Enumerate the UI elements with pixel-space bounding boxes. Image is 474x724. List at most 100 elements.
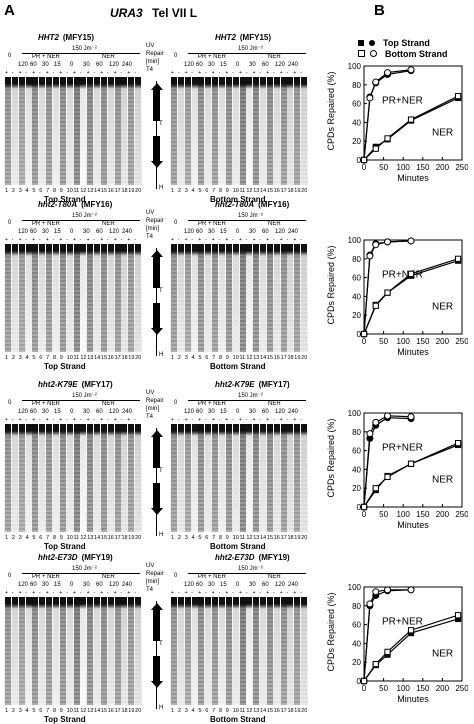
t4-sign: -	[134, 237, 136, 243]
gel-lane	[260, 597, 267, 705]
lane-number: 8	[218, 188, 222, 194]
gel-lane	[39, 244, 46, 352]
lane-number: 7	[46, 708, 50, 714]
t4-sign: -	[66, 417, 68, 423]
gene-map-line	[156, 81, 157, 189]
t4-sign: -	[300, 590, 302, 596]
dose-zero: 0	[174, 400, 178, 406]
t4-sign: -	[134, 590, 136, 596]
gel-lane	[266, 424, 273, 532]
gel-lane	[59, 424, 66, 532]
lane-number: 8	[52, 708, 56, 714]
t4-sign: -	[79, 237, 82, 243]
time-label: 120	[184, 229, 195, 235]
dose-zero: 0	[174, 573, 178, 579]
ner-label: NER	[102, 54, 115, 60]
gel-row: hht2-K79E (MFY17) hht2-K79E (MFY17) 0 150 Jm⁻…	[0, 380, 340, 551]
gel-lane	[287, 424, 294, 532]
gel-lane	[232, 244, 239, 352]
gel-lane	[191, 244, 198, 352]
lane-number: 11	[73, 708, 80, 714]
t4-sign: -	[218, 237, 221, 243]
lane-number: 5	[198, 708, 202, 714]
lane-number: 8	[52, 188, 56, 194]
time-label: 15	[54, 582, 61, 588]
t4-sign: +	[293, 237, 297, 243]
lane-number: 9	[225, 355, 229, 361]
lane-number: 15	[266, 535, 274, 541]
uv-header-label: Repair	[146, 218, 164, 224]
strain-title-left: HHT2 (MFY15)	[38, 33, 94, 42]
time-label: 30	[83, 409, 90, 415]
strain-mfy: (MFY16)	[258, 200, 290, 209]
lane-number: 13	[87, 708, 94, 714]
time-label: 15	[220, 582, 227, 588]
lane-number: 2	[11, 188, 15, 194]
lane-number: 1	[5, 188, 9, 194]
uv-header-label: Repair	[146, 51, 164, 57]
gel-lane	[177, 77, 184, 185]
ner-label: NER	[268, 574, 281, 580]
uv-header-label: T4	[146, 587, 154, 593]
t4-sign: +	[184, 237, 188, 243]
gel-lane	[225, 77, 232, 185]
time-label: 0	[70, 409, 74, 415]
t4-sign: -	[286, 590, 289, 596]
lane-number: 20	[301, 188, 308, 194]
gel-lane	[100, 424, 107, 532]
gel-row: hht2-T80A (MFY16) hht2-T80A (MFY16) 0 150 Jm⁻…	[0, 200, 340, 371]
gel-lane	[87, 77, 94, 185]
gene-telo	[153, 656, 160, 682]
gel-lane	[212, 77, 219, 185]
lane-number: 13	[253, 355, 260, 361]
time-label: 120	[18, 62, 29, 68]
gel-lane	[225, 244, 232, 352]
lane-number: 11	[239, 355, 246, 361]
gel-lane	[80, 244, 87, 352]
t4-sign: +	[73, 417, 76, 423]
dose-label: 150 Jm⁻²	[72, 46, 97, 52]
t4-sign: -	[177, 590, 180, 596]
gel-lane	[87, 244, 94, 352]
x-tick-label: 50	[379, 163, 388, 172]
t4-sign: +	[113, 237, 117, 243]
lane-number: 4	[25, 188, 29, 194]
t4-sign: -	[66, 590, 68, 596]
lane-number: 7	[212, 355, 216, 361]
data-point	[384, 289, 391, 296]
lane-number: 3	[18, 535, 22, 541]
t4-sign: +	[293, 70, 297, 76]
t4-sign: +	[59, 70, 63, 76]
data-point	[407, 66, 415, 74]
y-tick-label: 40	[352, 465, 361, 474]
lane-number: 20	[301, 355, 308, 361]
data-point	[384, 412, 392, 420]
dose-label: 150 Jm⁻²	[72, 393, 97, 399]
legend-bottom: Bottom Strand	[358, 49, 448, 60]
uv-header-label: UV	[146, 43, 155, 49]
chart-svg: 0 20 40 60 80 100 0 50 100 150 200 250 Minutes PR+NER…	[348, 409, 468, 530]
t4-sign: -	[11, 70, 14, 76]
chart-svg: 0 20 40 60 80 100 0 50 100 150 200 250 Minutes PR+NER…	[348, 583, 468, 704]
t4-sign: -	[205, 590, 207, 596]
lane-number: 8	[218, 535, 222, 541]
t4-sign: +	[279, 70, 283, 76]
gel-image	[170, 597, 308, 705]
pr-ner-label: PR + NER	[32, 574, 60, 580]
t4-sign: -	[286, 237, 289, 243]
lane-number: 12	[80, 535, 87, 541]
annotation-ner: NER	[432, 302, 453, 313]
gel-lane	[232, 77, 239, 185]
time-label: 240	[122, 409, 133, 415]
t4-sign: +	[211, 237, 215, 243]
strand-label-bottom: Bottom Strand	[210, 715, 266, 724]
time-label: 30	[83, 582, 90, 588]
legend: Top Strand Bottom Strand	[358, 38, 448, 60]
t4-sign: +	[5, 70, 8, 76]
t4-sign: +	[252, 70, 256, 76]
legend-top-marker-circle	[368, 40, 375, 46]
gel-lane	[94, 244, 101, 352]
x-tick-label: 50	[379, 337, 388, 346]
y-tick-label: 0	[357, 156, 362, 165]
